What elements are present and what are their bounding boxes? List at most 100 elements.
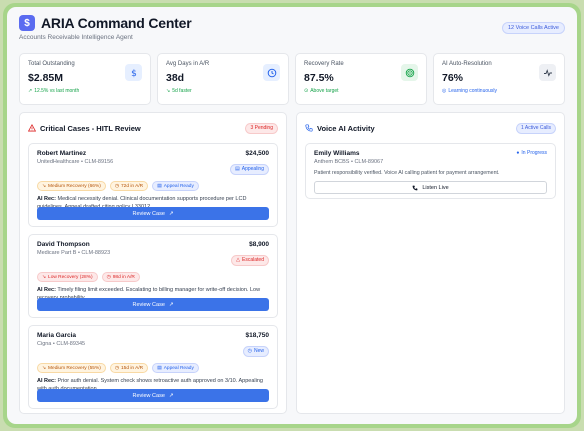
tag-text: 98d in A/R bbox=[112, 274, 135, 280]
call-header: Emily Williams Anthem BCBS • CLM-89067 ●… bbox=[314, 150, 547, 165]
appeal-ready-tag: ▤ Appeal Ready bbox=[152, 181, 199, 191]
status-text: Appealing bbox=[241, 166, 264, 172]
activity-icon bbox=[539, 64, 556, 81]
kpi-trend-text: 12.5% vs last month bbox=[34, 88, 80, 94]
kpi-value: 38d bbox=[166, 72, 185, 84]
case-info: David Thompson Medicare Part B • CLM-889… bbox=[37, 241, 110, 256]
case-payer: Medicare Part B • CLM-88923 bbox=[37, 250, 111, 256]
ai-rec-label: AI Rec: bbox=[37, 378, 56, 384]
kpi-ai-auto-resolution: AI Auto-Resolution 76% ◎ Learning contin… bbox=[433, 53, 565, 105]
tag-text: Low Recovery (28%) bbox=[48, 274, 93, 280]
phone-icon bbox=[305, 124, 313, 132]
tag-text: Medium Recovery (66%) bbox=[48, 183, 101, 189]
dollar-logo-icon: $ bbox=[19, 15, 35, 31]
tag-text: Appeal Ready bbox=[163, 365, 194, 371]
review-case-button[interactable]: Review Case ↗ bbox=[37, 298, 269, 311]
alert-icon: △ bbox=[236, 257, 241, 263]
external-link-icon: ↗ bbox=[168, 301, 174, 308]
tag-text: Appeal Ready bbox=[163, 183, 194, 189]
check-circle-icon: ⊙ bbox=[304, 88, 309, 94]
ai-rec-label: AI Rec: bbox=[37, 287, 56, 293]
svg-text:$: $ bbox=[131, 69, 137, 78]
case-meta: $8,900 △ Escalated bbox=[231, 241, 269, 266]
review-case-button[interactable]: Review Case ↗ bbox=[37, 207, 269, 220]
kpi-value: 76% bbox=[442, 72, 464, 84]
case-card: Maria Garcia Cigna • CLM-89345 $18,750 ◷… bbox=[28, 325, 278, 409]
case-header: Robert Martinez UnitedHealthcare • CLM-8… bbox=[37, 150, 269, 175]
brand-block: $ ARIA Command Center Accounts Receivabl… bbox=[19, 15, 192, 41]
kpi-label: Avg Days in A/R bbox=[166, 61, 210, 67]
case-payer: UnitedHealthcare • CLM-89156 bbox=[37, 159, 114, 165]
case-meta: $18,750 ◷ New bbox=[242, 332, 270, 357]
review-label: Review Case bbox=[132, 392, 165, 399]
external-link-icon: ↗ bbox=[168, 210, 174, 217]
kpi-trend: ↘ 5d faster bbox=[166, 88, 280, 94]
case-tags: ↘ Medium Recovery (66%) ◷ 72d in A/R ▤ Appe… bbox=[37, 181, 269, 191]
case-patient-name: Maria Garcia bbox=[37, 332, 77, 339]
trend-icon: ↘ bbox=[42, 365, 47, 371]
external-link-icon: ↗ bbox=[168, 392, 174, 399]
dot-icon: ● bbox=[516, 150, 520, 156]
phone-icon bbox=[412, 185, 418, 190]
kpi-trend: ↗ 12.5% vs last month bbox=[28, 88, 142, 94]
tag-text: Medium Recovery (55%) bbox=[48, 365, 101, 371]
file-icon: ▤ bbox=[157, 183, 162, 189]
kpi-avg-days: Avg Days in A/R 38d ↘ 5d faster bbox=[157, 53, 289, 105]
listen-label: Listen Live bbox=[422, 184, 449, 191]
clock-icon: ◷ bbox=[106, 274, 111, 280]
call-patient-name: Emily Williams bbox=[314, 150, 360, 157]
trend-down-icon: ↘ bbox=[166, 88, 171, 94]
case-info: Maria Garcia Cigna • CLM-89345 bbox=[37, 332, 85, 347]
voice-ai-panel: Voice AI Activity 1 Active Calls Emily W… bbox=[296, 112, 565, 414]
panel-header: Voice AI Activity 1 Active Calls bbox=[305, 121, 556, 135]
case-header: Maria Garcia Cigna • CLM-89345 $18,750 ◷… bbox=[37, 332, 269, 357]
case-tags: ↘ Low Recovery (28%) ◷ 98d in A/R bbox=[37, 272, 269, 282]
kpi-trend: ◎ Learning continuously bbox=[442, 88, 556, 94]
kpi-row: Total Outstanding $2.85M ↗ 12.5% vs last… bbox=[19, 53, 565, 105]
status-badge: ▤ Appealing bbox=[230, 163, 269, 175]
kpi-value: 87.5% bbox=[304, 72, 334, 84]
kpi-total-outstanding: Total Outstanding $2.85M ↗ 12.5% vs last… bbox=[19, 53, 151, 105]
review-label: Review Case bbox=[132, 301, 165, 308]
listen-live-button[interactable]: Listen Live bbox=[314, 181, 547, 194]
case-meta: $24,500 ▤ Appealing bbox=[230, 150, 269, 175]
case-amount: $18,750 bbox=[245, 332, 270, 339]
kpi-label: AI Auto-Resolution bbox=[442, 61, 492, 67]
kpi-trend-text: Above target bbox=[310, 88, 339, 94]
kpi-recovery-rate: Recovery Rate 87.5% ⊙ Above target bbox=[295, 53, 427, 105]
window-frame: $ ARIA Command Center Accounts Receivabl… bbox=[3, 3, 581, 428]
case-info: Robert Martinez UnitedHealthcare • CLM-8… bbox=[37, 150, 113, 165]
kpi-label: Recovery Rate bbox=[304, 61, 344, 67]
call-payer: Anthem BCBS • CLM-89067 bbox=[314, 159, 384, 165]
kpi-trend-text: 5d faster bbox=[172, 88, 192, 94]
call-status-text: In Progress bbox=[521, 150, 547, 156]
case-amount: $24,500 bbox=[245, 150, 270, 157]
pending-badge: 3 Pending bbox=[245, 122, 278, 134]
tag-text: 15d in A/R bbox=[121, 365, 144, 371]
case-tags: ↘ Medium Recovery (55%) ◷ 15d in A/R ▤ Appe… bbox=[37, 363, 269, 373]
critical-title: Critical Cases - HITL Review bbox=[40, 123, 141, 133]
review-case-button[interactable]: Review Case ↗ bbox=[37, 389, 269, 402]
dashboard: $ ARIA Command Center Accounts Receivabl… bbox=[7, 7, 577, 424]
header: $ ARIA Command Center Accounts Receivabl… bbox=[19, 15, 565, 49]
brand: $ ARIA Command Center bbox=[19, 15, 192, 31]
case-card: Robert Martinez UnitedHealthcare • CLM-8… bbox=[28, 143, 278, 227]
app-subtitle: Accounts Receivable Intelligence Agent bbox=[19, 34, 133, 41]
recovery-tag: ↘ Low Recovery (28%) bbox=[37, 272, 98, 282]
panel-header: Critical Cases - HITL Review 3 Pending bbox=[28, 121, 278, 135]
call-status: ● In Progress bbox=[516, 150, 547, 156]
review-label: Review Case bbox=[132, 210, 165, 217]
trend-up-icon: ↗ bbox=[28, 88, 33, 94]
clock-icon: ◷ bbox=[114, 365, 120, 371]
trend-icon: ↘ bbox=[42, 183, 47, 189]
case-patient-name: David Thompson bbox=[37, 241, 90, 248]
status-text: New bbox=[253, 348, 264, 354]
target-icon bbox=[401, 64, 418, 81]
recovery-tag: ↘ Medium Recovery (66%) bbox=[37, 181, 106, 191]
case-card: David Thompson Medicare Part B • CLM-889… bbox=[28, 234, 278, 318]
panels-row: Critical Cases - HITL Review 3 Pending R… bbox=[19, 112, 565, 414]
brain-icon: ◎ bbox=[442, 88, 447, 94]
clock-icon bbox=[263, 64, 280, 81]
tag-text: 72d in A/R bbox=[121, 183, 144, 189]
days-tag: ◷ 72d in A/R bbox=[109, 181, 149, 191]
